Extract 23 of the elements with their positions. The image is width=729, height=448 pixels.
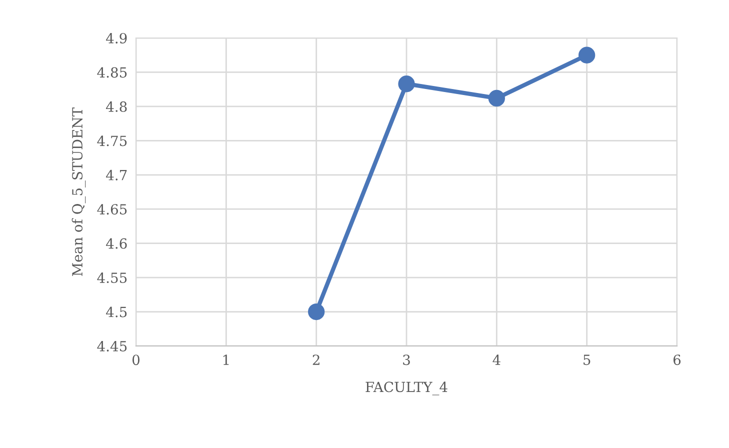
x-tick-label: 4: [492, 354, 500, 365]
y-tick-label: 4.45: [97, 340, 127, 352]
x-tick-label: 6: [674, 354, 681, 366]
y-tick-label: 4.8: [106, 101, 127, 112]
y-tick-label: 4.85: [97, 67, 127, 78]
y-tick-label: 4.6: [106, 238, 127, 249]
y-tick-label: 4.9: [106, 32, 127, 44]
y-tick-label: 4.75: [97, 136, 127, 146]
x-tick-label: 2: [312, 354, 320, 365]
y-tick-label: 4.55: [97, 272, 127, 284]
point: [578, 46, 596, 64]
y-tick-label: 4.7: [106, 170, 127, 180]
x-tick-label: 0: [132, 354, 140, 366]
x-tick-label: 5: [584, 354, 590, 366]
y-tick-label: 4.5: [106, 306, 127, 318]
y-tick-label: 4.65: [97, 204, 127, 215]
x-axis-title: FACULTY_4: [366, 382, 448, 396]
point: [398, 76, 415, 92]
x-tick-label: 1: [223, 354, 229, 365]
y-axis-title: Mean of Q_5_STUDENT: [72, 107, 86, 276]
x-tick-label: 3: [403, 354, 410, 366]
point: [308, 303, 325, 320]
point: [488, 90, 505, 107]
